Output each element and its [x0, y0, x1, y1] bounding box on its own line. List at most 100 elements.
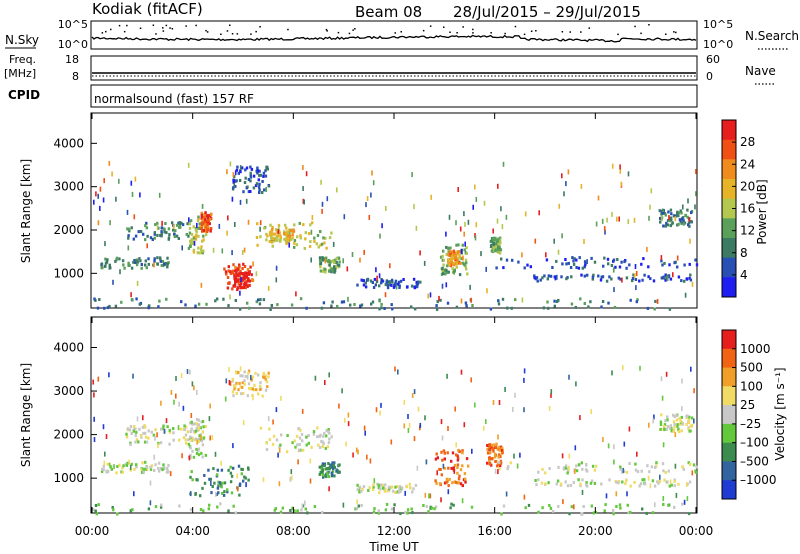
heatmap-cell	[109, 266, 112, 270]
heatmap-cell	[666, 425, 670, 428]
heatmap-cell	[183, 424, 186, 428]
heatmap-cell	[408, 482, 412, 486]
heatmap-cell	[489, 307, 493, 311]
heatmap-cell	[197, 449, 200, 453]
heatmap-cell	[166, 265, 169, 269]
heatmap-cell	[243, 181, 247, 184]
heatmap-cell	[126, 427, 130, 431]
heatmap-cell	[647, 265, 650, 269]
nsky-spike-dot	[259, 26, 261, 28]
heatmap-cell	[142, 232, 145, 236]
heatmap-cell	[685, 277, 688, 281]
power-ylabel: Slant Range [km]	[19, 159, 33, 263]
heatmap-cell	[226, 286, 230, 290]
heatmap-cell	[154, 435, 156, 441]
heatmap-cell	[467, 464, 470, 468]
heatmap-cell	[471, 448, 473, 454]
heatmap-cell	[456, 466, 459, 470]
heatmap-cell	[464, 480, 467, 484]
heatmap-cell	[601, 218, 604, 224]
colorbar-swatch	[722, 159, 736, 180]
heatmap-cell	[265, 186, 267, 192]
heatmap-cell	[173, 235, 176, 238]
heatmap-cell	[249, 179, 252, 183]
heatmap-cell	[298, 221, 301, 225]
heatmap-cell	[374, 283, 377, 287]
heatmap-cell	[410, 284, 414, 288]
heatmap-cell	[108, 304, 111, 308]
heatmap-cell	[689, 278, 693, 282]
heatmap-cell	[455, 480, 458, 484]
heatmap-cell	[246, 394, 250, 398]
y-tick-label: 1000	[53, 266, 84, 280]
heatmap-cell	[138, 427, 141, 431]
heatmap-cell	[259, 381, 262, 385]
heatmap-cell	[265, 441, 268, 445]
heatmap-cell	[514, 392, 516, 398]
heatmap-cell	[438, 482, 442, 486]
nsky-spike-dot	[250, 33, 252, 35]
heatmap-cell	[353, 303, 356, 306]
heatmap-cell	[505, 491, 508, 497]
heatmap-cell	[280, 433, 283, 437]
heatmap-cell	[153, 454, 155, 460]
heatmap-cell	[205, 302, 208, 306]
heatmap-cell	[128, 459, 130, 465]
heatmap-cell	[523, 266, 526, 270]
heatmap-cell	[599, 278, 603, 282]
heatmap-cell	[443, 466, 446, 470]
freq-label-1: Freq.	[9, 53, 36, 66]
heatmap-cell	[463, 211, 465, 217]
heatmap-cell	[574, 469, 576, 474]
heatmap-cell	[661, 211, 665, 215]
heatmap-cell	[152, 433, 156, 437]
heatmap-cell	[145, 226, 149, 230]
heatmap-cell	[631, 279, 634, 283]
heatmap-cell	[157, 466, 160, 470]
heatmap-cell	[457, 257, 460, 261]
heatmap-cell	[464, 258, 468, 262]
heatmap-cell	[370, 302, 373, 306]
nsky-spike-dot	[640, 32, 642, 35]
heatmap-cell	[455, 442, 457, 448]
heatmap-cell	[156, 432, 158, 438]
heatmap-cell	[504, 387, 506, 392]
heatmap-cell	[368, 486, 371, 490]
heatmap-cell	[283, 237, 286, 241]
heatmap-cell	[104, 241, 106, 247]
heatmap-cell	[284, 239, 288, 243]
heatmap-cell	[162, 424, 165, 428]
heatmap-cell	[445, 271, 448, 275]
heatmap-cell	[660, 259, 663, 263]
heatmap-cell	[330, 471, 333, 475]
heatmap-cell	[243, 475, 246, 479]
heatmap-cell	[177, 425, 180, 431]
heatmap-cell	[103, 264, 107, 268]
heatmap-cell	[242, 420, 245, 426]
heatmap-cell	[662, 442, 665, 448]
colorbar-tick-label: 1000	[740, 342, 771, 356]
heatmap-cell	[291, 506, 294, 510]
heatmap-cell	[550, 392, 552, 398]
heatmap-cell	[683, 499, 686, 505]
heatmap-cell	[688, 216, 691, 222]
heatmap-cell	[172, 431, 175, 435]
heatmap-cell	[448, 477, 451, 481]
heatmap-cell	[269, 308, 272, 311]
heatmap-cell	[447, 426, 449, 431]
heatmap-cell	[241, 381, 244, 385]
heatmap-cell	[97, 220, 100, 226]
heatmap-cell	[135, 297, 138, 301]
heatmap-cell	[554, 275, 557, 281]
heatmap-cell	[147, 436, 150, 440]
heatmap-cell	[322, 434, 325, 438]
heatmap-cell	[537, 478, 540, 482]
heatmap-cell	[323, 474, 326, 478]
heatmap-cell	[139, 434, 143, 437]
heatmap-cell	[498, 400, 501, 405]
heatmap-cell	[662, 496, 665, 501]
heatmap-cell	[320, 179, 322, 185]
heatmap-cell	[677, 275, 681, 279]
nsky-spike-dot	[206, 31, 209, 33]
heatmap-cell	[298, 448, 301, 452]
